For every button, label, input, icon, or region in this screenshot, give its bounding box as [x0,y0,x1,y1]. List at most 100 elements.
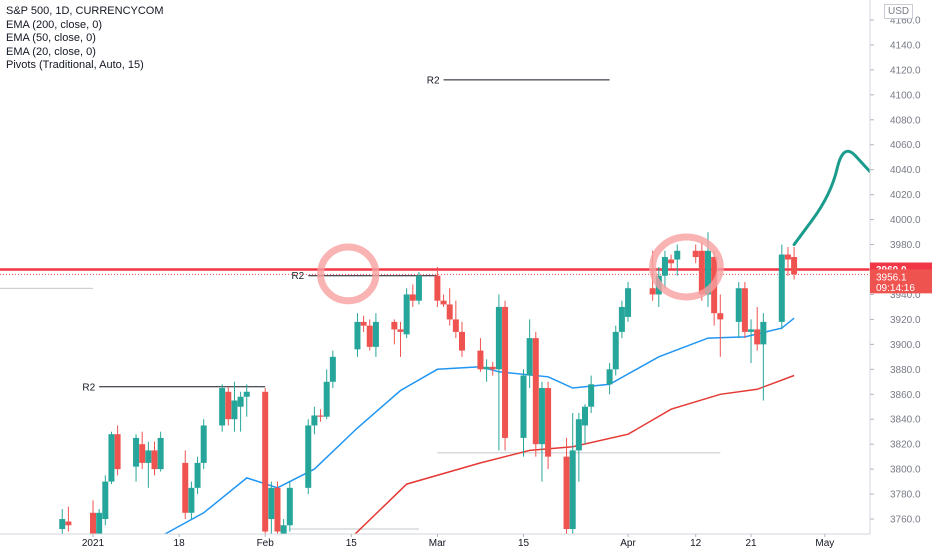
candle-body [582,406,588,426]
x-tick-label: 2021 [82,538,105,549]
x-tick-label: May [815,538,834,549]
x-tick-label: 12 [690,538,702,549]
chart-legend: S&P 500, 1D, CURRENCYCOM EMA (200, close… [6,5,164,73]
candle [311,406,318,435]
y-tick-label: 4000.0 [890,215,921,226]
candle [661,250,668,289]
candle [151,441,158,476]
candle [225,386,232,426]
candle-body [311,415,318,426]
y-tick-label: 4120.0 [890,65,921,76]
indicator-ema-200: EMA (200, close, 0) [6,18,102,31]
candle-body [108,434,115,482]
pivot-label: R2 [427,75,440,86]
candle-body [366,325,373,347]
candle [563,437,570,538]
candle-body [133,437,140,467]
candle [532,331,539,457]
candle-body [372,321,379,347]
highlight-ellipse [649,233,724,301]
y-tick-label: 3900.0 [890,340,921,351]
candle-body [674,250,681,260]
candle-body [717,313,724,320]
candle [366,319,373,351]
candle-body [483,366,490,370]
candle-body [452,319,459,332]
candle [219,384,226,432]
candle-body [754,329,761,345]
candle [323,369,330,420]
candle-body [612,331,619,370]
candle [243,384,250,417]
candle [305,419,312,495]
candle [692,244,699,264]
candle [354,313,361,357]
y-tick-label: 3940.0 [890,290,921,301]
candle [520,369,527,457]
candle-body [784,254,791,260]
candle-body [440,300,447,305]
candle [268,481,275,534]
candle-body [563,456,570,530]
candle-body [286,487,293,526]
candle-body [760,321,767,345]
candle-body [735,288,742,322]
candle-body [661,257,668,276]
candle-body [569,450,576,530]
candle-body [200,425,207,463]
candle-body [415,275,422,301]
candle [415,271,422,305]
candle [502,300,509,451]
candle-body [575,419,582,451]
candle [452,300,459,339]
candle [108,431,115,485]
candle-body [157,437,164,470]
candle-body [606,369,613,385]
candle-body [778,254,785,322]
candle-body [96,512,103,534]
candle-body [625,288,632,317]
candle-body [741,288,748,332]
countdown-label: 09:14:16 [876,283,915,294]
candle-body [446,304,453,320]
candle-body [323,381,330,417]
x-tick-label: Mar [429,538,447,549]
candle-body [748,329,755,332]
candle-body [194,462,201,488]
candle [606,363,613,395]
candle-body [618,306,625,332]
candle-body [526,338,533,376]
candle-body [391,321,398,330]
pivot-label: R2 [291,271,304,282]
chart-title: S&P 500, 1D, CURRENCYCOM [6,5,164,17]
candle-body [403,294,410,335]
currency-badge[interactable]: USD [884,4,914,19]
candle [237,391,244,432]
candle-body [188,487,195,513]
candle [459,321,465,357]
candle-body [139,444,146,463]
candle [612,325,619,376]
candle [114,425,121,476]
candle [741,281,748,339]
candle-body [698,250,705,295]
candle [538,381,545,482]
candle [483,359,490,382]
candle [317,409,324,422]
indicator-ema-50: EMA (50, close, 0) [6,32,96,44]
y-tick-label: 3840.0 [890,415,921,426]
candle [372,313,379,357]
y-tick-label: 3980.0 [890,240,921,251]
candle [791,247,798,280]
candle [188,481,195,520]
candle-body [305,425,312,488]
candle [329,350,336,389]
candle [618,300,625,339]
candle-body [65,521,72,526]
y-tick-label: 4020.0 [890,190,921,201]
candle-body [219,388,226,426]
indicator-ema-20: EMA (20, close, 0) [6,45,96,58]
candle [286,481,293,532]
last-price-label: 3956.1 [876,272,907,283]
